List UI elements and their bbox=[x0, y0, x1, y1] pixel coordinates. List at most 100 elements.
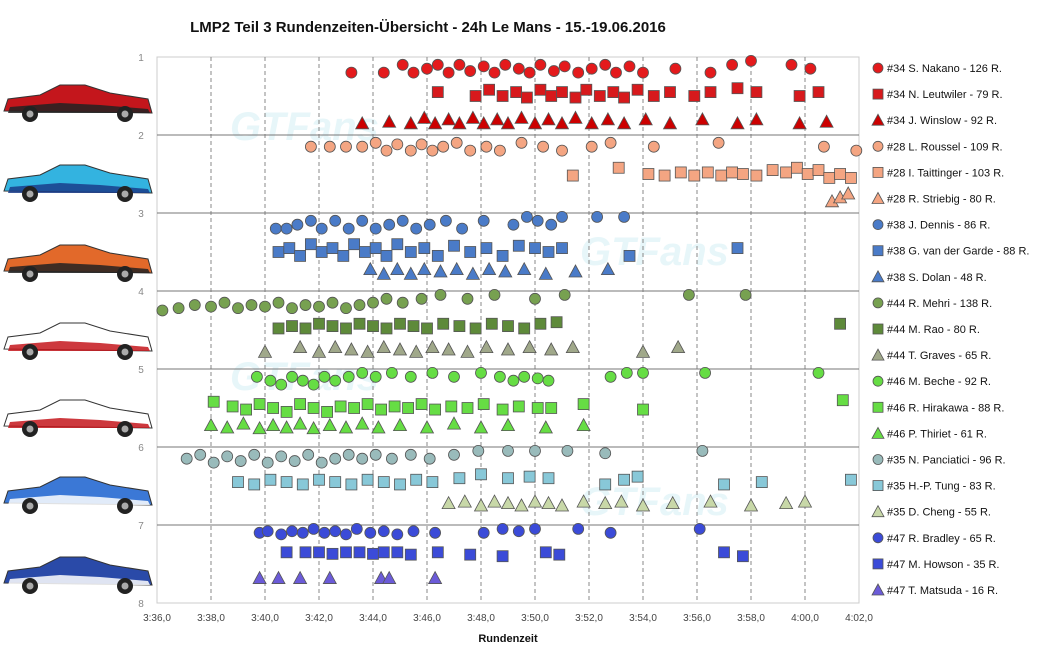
data-point bbox=[696, 444, 709, 457]
data-point bbox=[558, 288, 571, 301]
data-point bbox=[407, 525, 420, 538]
data-point bbox=[407, 66, 420, 79]
legend-marker bbox=[872, 480, 884, 492]
data-point bbox=[695, 112, 710, 126]
data-point bbox=[618, 91, 630, 104]
data-point bbox=[348, 402, 361, 414]
data-point bbox=[766, 164, 779, 177]
data-point bbox=[457, 494, 472, 508]
data-point bbox=[394, 317, 406, 330]
legend-label: #47 T. Matsuda - 16 R. bbox=[887, 585, 998, 597]
data-point bbox=[749, 112, 764, 126]
legend-marker bbox=[872, 245, 884, 257]
data-point bbox=[294, 398, 307, 411]
data-point bbox=[421, 322, 433, 335]
data-point bbox=[377, 66, 390, 79]
data-point bbox=[410, 222, 423, 235]
data-point bbox=[834, 168, 846, 180]
y-tick-label: 5 bbox=[138, 365, 144, 376]
data-point bbox=[437, 140, 450, 153]
data-point bbox=[439, 214, 452, 227]
data-point bbox=[248, 478, 261, 491]
data-point bbox=[512, 62, 525, 75]
legend-label: #38 G. van der Garde - 88 R. bbox=[887, 246, 1029, 258]
data-point bbox=[280, 476, 293, 489]
data-point bbox=[261, 525, 274, 538]
data-point bbox=[271, 570, 286, 584]
data-point bbox=[355, 416, 370, 430]
data-point bbox=[340, 302, 352, 315]
data-point bbox=[726, 166, 738, 179]
data-point bbox=[344, 342, 359, 356]
data-point bbox=[743, 498, 759, 512]
data-point bbox=[415, 292, 428, 305]
data-point bbox=[500, 115, 516, 130]
data-point bbox=[356, 366, 369, 379]
data-point bbox=[304, 238, 317, 251]
data-point bbox=[337, 249, 350, 262]
data-point bbox=[203, 417, 219, 432]
data-point bbox=[688, 90, 701, 102]
car-images bbox=[3, 84, 153, 594]
data-point bbox=[313, 546, 325, 559]
data-point bbox=[778, 495, 794, 510]
data-point bbox=[307, 378, 320, 391]
data-point bbox=[580, 83, 593, 96]
data-point bbox=[731, 82, 744, 95]
data-point bbox=[576, 494, 591, 508]
data-point bbox=[623, 60, 636, 73]
data-point bbox=[801, 168, 814, 180]
data-point bbox=[496, 523, 509, 535]
data-point bbox=[737, 550, 749, 563]
data-point bbox=[618, 210, 630, 223]
data-point bbox=[464, 65, 477, 77]
data-point bbox=[441, 112, 456, 126]
data-point bbox=[275, 528, 288, 541]
legend-label: #38 S. Dolan - 48 R. bbox=[887, 272, 987, 284]
data-point bbox=[423, 218, 436, 231]
data-point bbox=[464, 246, 477, 258]
data-point bbox=[718, 478, 730, 491]
legend-marker bbox=[872, 140, 884, 152]
legend-marker bbox=[871, 583, 885, 596]
data-point bbox=[793, 90, 806, 102]
data-point bbox=[329, 476, 342, 489]
data-point bbox=[323, 140, 336, 153]
data-point bbox=[518, 322, 531, 335]
data-point bbox=[358, 246, 371, 258]
legend-label: #44 T. Graves - 65 R. bbox=[887, 350, 991, 362]
data-point bbox=[665, 495, 680, 510]
legend-label: #38 J. Dennis - 86 R. bbox=[887, 220, 990, 232]
data-point bbox=[450, 136, 463, 149]
data-point bbox=[434, 288, 447, 301]
data-point bbox=[315, 222, 328, 235]
data-point bbox=[612, 161, 625, 174]
data-point bbox=[415, 138, 428, 151]
data-point bbox=[340, 322, 352, 335]
data-point bbox=[448, 239, 460, 252]
data-point bbox=[369, 370, 382, 383]
data-point bbox=[172, 302, 185, 315]
data-point bbox=[356, 452, 369, 465]
data-point bbox=[791, 161, 803, 174]
data-point bbox=[545, 402, 558, 414]
data-point bbox=[523, 66, 536, 79]
data-point bbox=[819, 114, 834, 128]
car-image bbox=[3, 164, 153, 202]
data-point bbox=[156, 304, 169, 317]
data-point bbox=[280, 405, 293, 418]
data-point bbox=[483, 83, 496, 96]
data-point bbox=[510, 86, 523, 98]
data-point bbox=[292, 570, 308, 584]
data-point bbox=[496, 249, 509, 262]
data-point bbox=[449, 261, 464, 276]
data-point bbox=[369, 448, 382, 461]
chart-title: LMP2 Teil 3 Rundenzeiten-Übersicht - 24h… bbox=[190, 19, 666, 36]
data-point bbox=[616, 115, 632, 130]
data-point bbox=[542, 246, 555, 258]
data-point bbox=[291, 218, 304, 231]
data-point bbox=[658, 169, 671, 182]
data-point bbox=[635, 344, 651, 358]
data-point bbox=[388, 400, 401, 413]
